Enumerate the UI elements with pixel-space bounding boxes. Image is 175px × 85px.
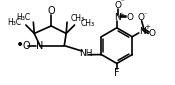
Text: NH: NH — [79, 49, 92, 58]
Text: N: N — [36, 41, 44, 51]
Text: O: O — [114, 1, 121, 10]
Text: N: N — [139, 27, 146, 36]
Text: O: O — [148, 29, 155, 38]
Text: H₃C: H₃C — [16, 13, 30, 22]
Text: O: O — [126, 13, 133, 22]
Text: +: + — [144, 24, 150, 30]
Text: N: N — [114, 13, 121, 22]
Text: CH₃: CH₃ — [80, 19, 94, 28]
Text: •: • — [16, 38, 24, 52]
Text: ⁻: ⁻ — [121, 0, 124, 6]
Text: +: + — [118, 12, 124, 18]
Text: F: F — [114, 68, 120, 78]
Text: O: O — [47, 6, 55, 16]
Text: O: O — [137, 12, 144, 22]
Text: ⁻: ⁻ — [144, 12, 147, 18]
Text: CH₃: CH₃ — [71, 14, 85, 23]
Text: O: O — [22, 41, 30, 51]
Text: H₃C: H₃C — [7, 18, 21, 27]
